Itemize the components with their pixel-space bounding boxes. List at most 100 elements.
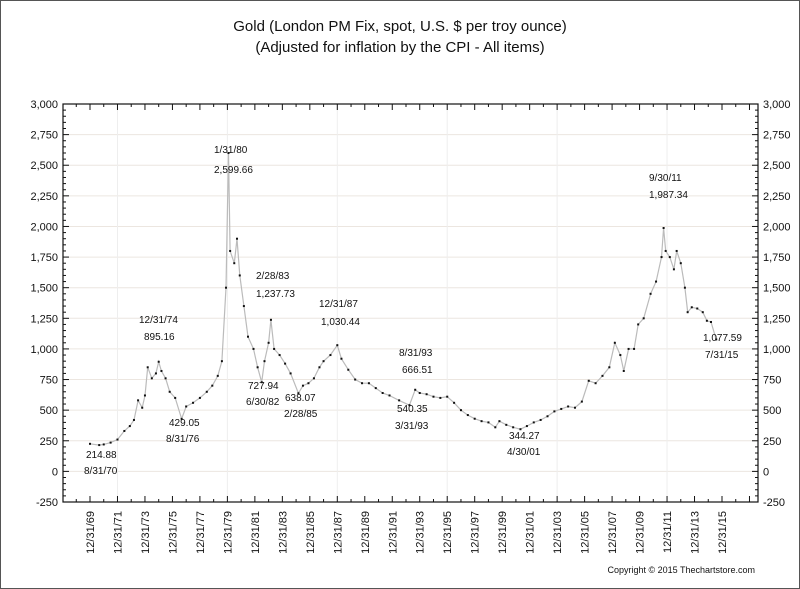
annotation-value: 344.27 xyxy=(509,431,540,442)
data-point xyxy=(655,280,658,283)
data-point xyxy=(205,390,208,393)
data-point xyxy=(587,379,590,382)
y-tick-label-right: 2,500 xyxy=(763,160,791,172)
y-tick-label-right: 1,500 xyxy=(763,283,791,295)
data-point xyxy=(109,441,112,444)
y-tick-label-right: 250 xyxy=(763,436,781,448)
annotation-value: 727.94 xyxy=(248,381,279,392)
data-point xyxy=(664,249,667,252)
annotation-value: 638.07 xyxy=(285,393,316,404)
data-point xyxy=(672,268,675,271)
data-point xyxy=(260,381,263,384)
data-point xyxy=(453,401,456,404)
data-point xyxy=(174,396,177,399)
data-point xyxy=(398,399,401,402)
data-point xyxy=(408,404,411,407)
data-point xyxy=(601,374,604,377)
data-point xyxy=(388,394,391,397)
data-point xyxy=(683,286,686,289)
data-point xyxy=(679,262,682,265)
data-point xyxy=(715,338,718,341)
annotation-value: 540.35 xyxy=(397,404,428,415)
x-tick-label: 12/31/69 xyxy=(85,511,97,554)
y-tick-label-left: -250 xyxy=(36,497,58,509)
data-point xyxy=(146,366,149,369)
data-point xyxy=(347,368,350,371)
price-line xyxy=(89,152,717,446)
data-point xyxy=(505,423,508,426)
x-tick-label: 12/31/13 xyxy=(690,511,702,554)
annotation-date: 8/31/76 xyxy=(166,434,200,445)
data-point xyxy=(642,317,645,320)
x-tick-label: 12/31/73 xyxy=(140,511,152,554)
annotation-value: 666.51 xyxy=(402,365,433,376)
data-point xyxy=(594,382,597,385)
plot-frame xyxy=(62,103,759,503)
data-point xyxy=(361,382,364,385)
data-point xyxy=(560,407,563,410)
data-point xyxy=(633,347,636,350)
data-point xyxy=(696,307,699,310)
data-point xyxy=(519,428,522,431)
x-tick-label: 12/31/05 xyxy=(580,511,592,554)
data-point xyxy=(284,362,287,365)
data-point xyxy=(354,378,357,381)
y-tick-label-left: 500 xyxy=(40,405,58,417)
data-point xyxy=(247,335,249,338)
data-point xyxy=(128,425,131,428)
data-point xyxy=(322,360,325,363)
annotation-value: 214.88 xyxy=(86,450,117,461)
data-point xyxy=(137,399,140,402)
data-point xyxy=(154,372,157,375)
data-point xyxy=(649,292,652,295)
y-tick-label-left: 1,250 xyxy=(30,313,58,325)
x-tick-label: 12/31/07 xyxy=(607,511,619,554)
x-tick-label: 12/31/91 xyxy=(387,511,399,554)
data-point xyxy=(532,421,535,424)
y-tick-label-left: 1,000 xyxy=(30,344,58,356)
x-tick-label: 12/31/95 xyxy=(442,511,454,554)
annotation-date: 3/31/93 xyxy=(395,421,429,432)
data-point xyxy=(180,417,183,420)
y-tick-label-left: 1,500 xyxy=(30,283,58,295)
y-tick-label-right: 1,250 xyxy=(763,313,791,325)
y-tick-label-left: 250 xyxy=(40,436,58,448)
x-tick-label: 12/31/93 xyxy=(415,511,427,554)
data-point xyxy=(141,406,144,409)
series xyxy=(89,152,718,447)
data-point xyxy=(675,249,678,252)
data-point xyxy=(367,382,370,385)
data-point xyxy=(525,425,528,428)
annotation-value: 429.05 xyxy=(169,418,200,429)
data-point xyxy=(185,405,188,408)
data-point xyxy=(242,305,245,308)
annotation-date: 8/31/70 xyxy=(84,466,118,477)
annotation-date: 6/30/82 xyxy=(246,397,280,408)
y-tick-label-right: 2,250 xyxy=(763,191,791,203)
annotation-date: 8/31/93 xyxy=(399,348,433,359)
x-tick-label: 12/31/15 xyxy=(717,511,729,554)
data-point xyxy=(340,357,343,360)
data-point xyxy=(701,311,704,314)
x-tick-label: 12/31/77 xyxy=(195,511,207,554)
axes: -250 -250 0 0 250 250 500 500 750 750 1,000 1,000 1,… xyxy=(30,99,790,554)
annotation-value: 1,030.44 xyxy=(321,317,360,328)
x-tick-label: 12/31/87 xyxy=(332,511,344,554)
data-point xyxy=(619,354,622,357)
data-point xyxy=(263,360,266,363)
data-point xyxy=(487,421,490,424)
data-point xyxy=(459,409,462,412)
data-point xyxy=(269,318,272,321)
y-tick-label-left: 2,750 xyxy=(30,130,58,142)
data-point xyxy=(267,341,270,344)
x-tick-label: 12/31/99 xyxy=(497,511,509,554)
data-point xyxy=(98,444,101,447)
copyright: Copyright © 2015 Thechartstore.com xyxy=(607,565,755,575)
y-tick-label-right: 500 xyxy=(763,405,781,417)
x-tick-label: 12/31/97 xyxy=(470,511,482,554)
annotation-date: 9/30/11 xyxy=(649,173,682,184)
data-point xyxy=(233,262,236,265)
y-tick-label-left: 750 xyxy=(40,375,58,387)
data-point xyxy=(132,418,135,421)
